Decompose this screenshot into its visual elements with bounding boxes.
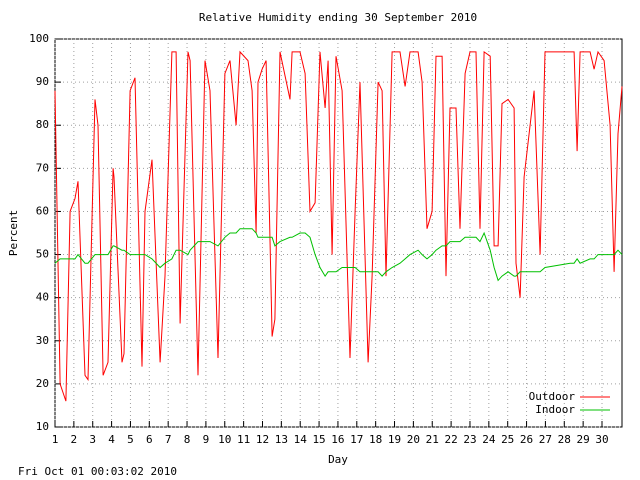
y-tick-label: 30 — [36, 334, 49, 347]
y-tick-label: 50 — [36, 248, 49, 261]
x-tick-label: 10 — [218, 433, 231, 446]
x-tick-label: 24 — [482, 433, 496, 446]
footer-timestamp: Fri Oct 01 00:03:02 2010 — [18, 465, 177, 478]
plot-frame — [54, 38, 623, 428]
y-tick-label: 60 — [36, 204, 49, 217]
x-tick-label: 18 — [369, 433, 382, 446]
x-tick-label: 11 — [237, 433, 250, 446]
x-tick-label: 15 — [312, 433, 325, 446]
x-tick-label: 22 — [444, 433, 457, 446]
x-tick-label: 25 — [501, 433, 514, 446]
x-tick-label: 20 — [407, 433, 420, 446]
x-tick-label: 8 — [184, 433, 191, 446]
y-tick-label: 90 — [36, 75, 49, 88]
y-tick-label: 20 — [36, 377, 49, 390]
x-tick-label: 19 — [388, 433, 401, 446]
y-tick-label: 10 — [36, 420, 49, 433]
x-tick-label: 30 — [595, 433, 608, 446]
legend-label: Indoor — [535, 403, 575, 416]
x-tick-label: 21 — [426, 433, 439, 446]
y-tick-label: 80 — [36, 118, 49, 131]
series-line — [54, 228, 623, 282]
x-tick-label: 14 — [294, 433, 308, 446]
x-tick-label: 13 — [275, 433, 288, 446]
x-tick-label: 5 — [127, 433, 134, 446]
x-tick-label: 1 — [52, 433, 59, 446]
legend-label: Outdoor — [529, 390, 576, 403]
x-tick-label: 4 — [108, 433, 115, 446]
x-tick-label: 27 — [539, 433, 552, 446]
x-tick-label: 28 — [558, 433, 571, 446]
x-tick-label: 16 — [331, 433, 344, 446]
x-tick-label: 2 — [71, 433, 78, 446]
x-tick-label: 26 — [520, 433, 533, 446]
x-tick-label: 12 — [256, 433, 269, 446]
x-tick-label: 17 — [350, 433, 363, 446]
x-tick-label: 3 — [89, 433, 96, 446]
series-line — [54, 50, 623, 402]
x-tick-label: 6 — [146, 433, 153, 446]
x-tick-label: 7 — [165, 433, 172, 446]
x-axis-label: Day — [328, 453, 348, 466]
y-tick-label: 100 — [29, 32, 49, 45]
chart-title: Relative Humidity ending 30 September 20… — [199, 11, 477, 24]
x-tick-label: 9 — [203, 433, 210, 446]
x-tick-label: 29 — [577, 433, 590, 446]
y-tick-label: 40 — [36, 291, 49, 304]
y-axis-label: Percent — [7, 210, 20, 256]
x-tick-label: 23 — [463, 433, 476, 446]
y-tick-label: 70 — [36, 161, 49, 174]
